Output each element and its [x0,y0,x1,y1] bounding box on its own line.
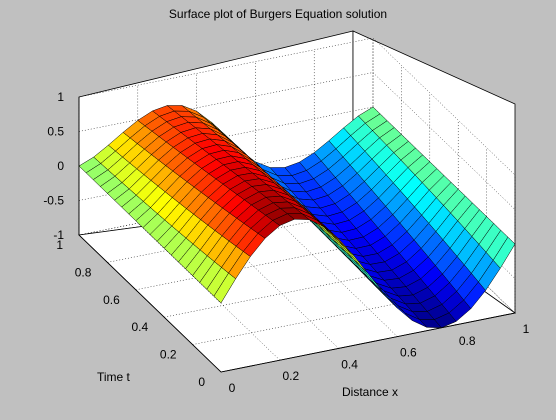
t-grid-line [192,147,487,345]
y-tick-label: 0.2 [160,348,177,362]
chart-title: Surface plot of Burgers Equation solutio… [169,7,387,21]
y-tick-label: 0.6 [103,293,120,307]
x-axis-label: Distance x [342,385,398,399]
y-axis-line [78,234,222,373]
x-tick-label: 0 [229,381,236,395]
y-axis-label: Time t [97,370,131,384]
surface-cell [492,236,516,269]
z-tick-label: 1 [57,90,64,104]
x-axis-line [220,312,516,373]
z-tick-label: -1 [53,228,64,242]
tick-labels: 00 0.20.20.40.40.60.60.80.811-1-0.500.51 [43,90,529,395]
t-grid-line [164,120,459,318]
z-grid-line [78,37,516,176]
y-tick-label: 0.8 [75,265,92,279]
x-tick-label: 0.6 [400,346,417,360]
x-tick-label: 0.8 [459,334,476,348]
axis-lines [78,97,516,373]
surface-mesh [78,105,516,329]
z-tick-label: 0.5 [47,125,64,139]
x-tick-label: 0.2 [282,369,299,383]
y-tick-label: 0.4 [132,320,149,334]
y-tick-label: 0 [198,375,205,389]
x-tick-label: 1 [523,322,530,336]
x-tick-label: 0.4 [341,357,358,371]
z-tick-label: -0.5 [43,194,64,208]
y-tick-label: 1 [56,238,63,252]
z-tick-label: 0 [57,159,64,173]
